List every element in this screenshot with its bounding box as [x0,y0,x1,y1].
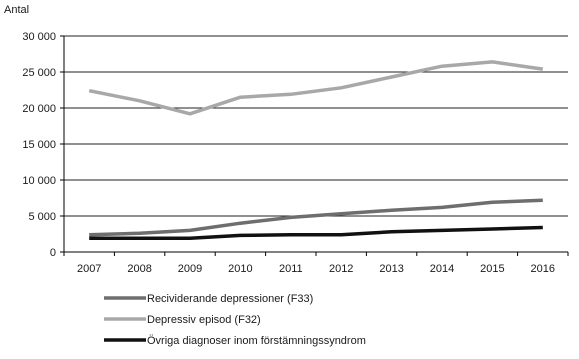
x-tick-label: 2009 [178,263,202,275]
x-tick-label: 2016 [531,263,555,275]
x-tick-label: 2011 [279,263,303,275]
y-tick-label: 20 000 [22,103,56,115]
x-tick-label: 2014 [430,263,454,275]
y-tick-label: 5 000 [28,211,56,223]
series-line-2 [88,60,544,116]
series-line-1 [89,198,543,237]
x-tick-label: 2015 [480,263,504,275]
legend: Recividerande depressioner (F33) Depressi… [104,293,366,347]
y-tick-label: 30 000 [22,31,56,43]
y-tick-label: 25 000 [22,67,56,79]
legend-label: Depressiv episod (F32) [147,314,261,326]
series-line-3 [89,225,543,241]
y-tick-label: 0 [50,247,56,259]
x-tick-label: 2008 [127,263,151,275]
series-lines [88,60,544,241]
legend-label: Övriga diagnoser inom förstämningssyndro… [147,335,366,347]
y-tick-label: 10 000 [22,175,56,187]
x-tick-label: 2013 [379,263,403,275]
x-tick-label: 2007 [77,263,101,275]
x-tick-label: 2010 [228,263,252,275]
y-axis-label: Antal [4,4,29,16]
x-axis-ticks: 2007 2008 2009 2010 2011 2012 2013 2014 2015 2016 [63,252,569,275]
x-tick-label: 2012 [329,263,353,275]
legend-label: Recividerande depressioner (F33) [147,293,313,305]
y-tick-label: 15 000 [22,139,56,151]
gridlines [63,35,568,253]
y-axis-ticks: 0 5 000 10 000 15 000 20 000 25 000 30 000 [22,31,64,259]
